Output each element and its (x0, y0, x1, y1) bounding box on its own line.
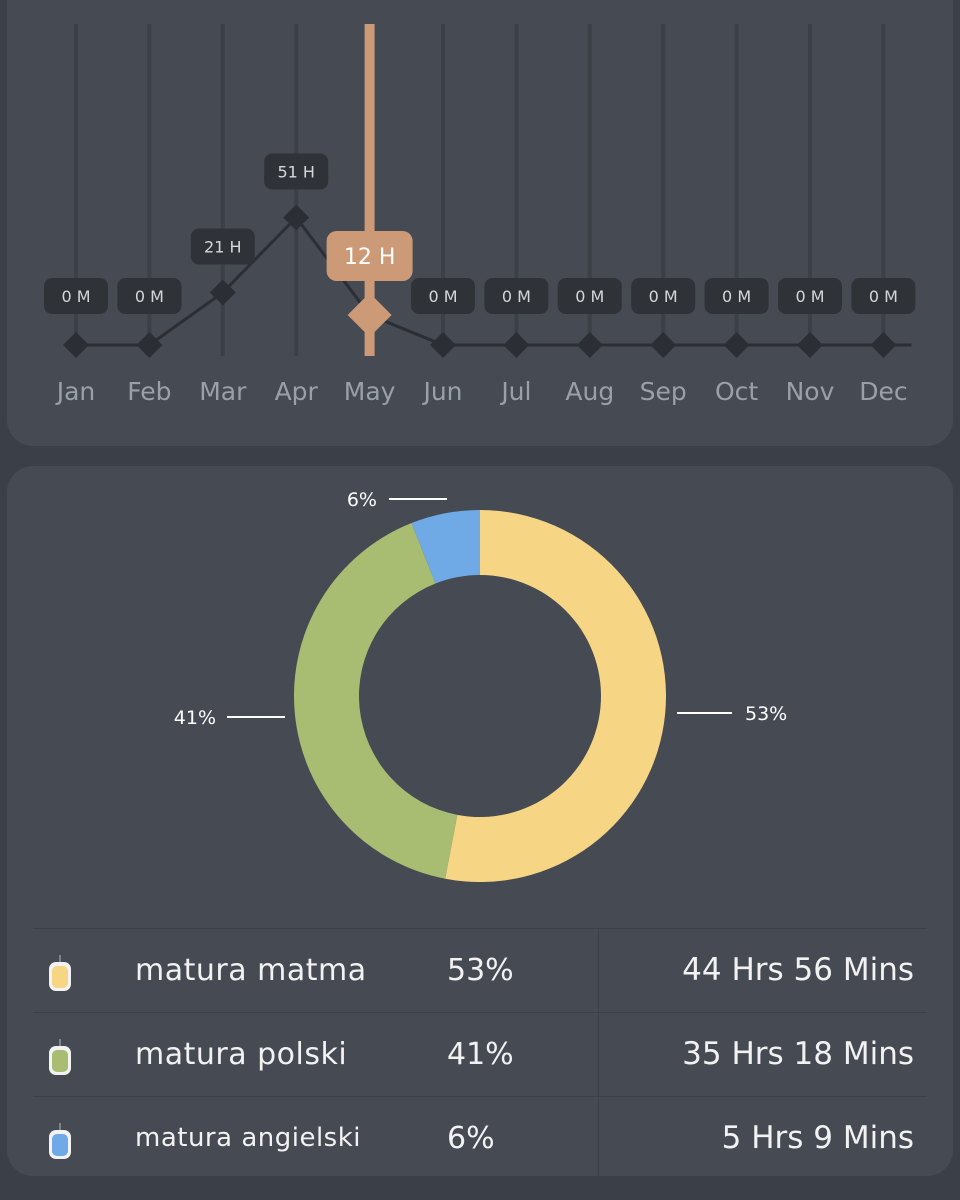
slice-value-label: 41% (174, 707, 216, 729)
data-point (576, 332, 603, 358)
column-divider (598, 1013, 599, 1096)
value-label: 0 M (795, 287, 824, 306)
category-donut-card: 53% 41% 6% matura matma 53% 44 Hrs 56 Mins… (7, 466, 953, 1180)
data-point (63, 332, 89, 358)
value-badge (851, 278, 916, 314)
value-label: 0 M (575, 287, 604, 306)
value-badge (557, 278, 622, 314)
value-badge (411, 278, 475, 314)
month-label: Jun (421, 377, 462, 406)
value-badge (484, 278, 549, 314)
value-label: 0 M (61, 287, 90, 306)
value-label: 51 H (277, 163, 314, 182)
selected-month-bar (364, 24, 375, 356)
data-point (209, 279, 236, 306)
month-label: Jan (55, 377, 96, 406)
value-label: 0 M (428, 287, 457, 306)
data-point (797, 332, 823, 358)
month-label: Jul (499, 377, 531, 406)
month-label: Nov (786, 377, 835, 406)
month-label: Dec (859, 377, 907, 406)
category-percent: 6% (447, 1121, 495, 1156)
slice-value-label: 6% (347, 489, 377, 511)
category-percent: 53% (447, 953, 514, 988)
selected-value-badge (326, 231, 413, 281)
tag-icon (49, 1039, 71, 1075)
value-label: 0 M (502, 287, 531, 306)
data-point (723, 332, 750, 358)
category-duration: 35 Hrs 18 Mins (682, 1036, 914, 1072)
category-donut-chart: 53% 41% 6% (174, 489, 787, 882)
month-label: Oct (715, 377, 758, 406)
data-point (283, 204, 310, 231)
category-row-matma[interactable]: matura matma 53% 44 Hrs 56 Mins (33, 928, 927, 1012)
value-badge (778, 278, 842, 314)
month-label: Feb (127, 377, 171, 406)
value-label: 0 M (649, 287, 678, 306)
category-name: matura matma (135, 953, 367, 988)
value-label: 0 M (722, 287, 751, 306)
value-badge (704, 278, 769, 314)
value-badge (117, 278, 182, 314)
value-badge (631, 278, 696, 314)
month-label: Mar (199, 377, 247, 406)
column-divider (598, 1097, 599, 1180)
value-badge (190, 228, 255, 265)
value-label: 21 H (204, 238, 241, 257)
month-label: Apr (275, 377, 319, 406)
category-breakdown-table: matura matma 53% 44 Hrs 56 Mins matura p… (33, 928, 927, 1180)
category-name: matura angielski (135, 1123, 362, 1153)
data-point (503, 332, 530, 358)
donut-slice (445, 510, 667, 882)
donut-slice (411, 510, 480, 584)
monthly-line-chart: 0 M 0 M 21 H 51 H 12 H 0 M 0 M 0 M 0 M 0 M 0 M 0 M J… (44, 24, 916, 406)
data-point (870, 332, 897, 358)
value-label: 0 M (869, 287, 898, 306)
category-name: matura polski (135, 1037, 348, 1072)
category-percent: 41% (447, 1037, 514, 1072)
category-duration: 44 Hrs 56 Mins (682, 952, 914, 988)
month-label: Sep (640, 377, 687, 406)
monthly-line-chart-card: 0 M 0 M 21 H 51 H 12 H 0 M 0 M 0 M 0 M 0 M 0 M 0 M J… (7, 0, 953, 446)
data-point (430, 332, 456, 358)
slice-value-label: 53% (745, 703, 787, 725)
tag-icon (49, 955, 71, 991)
value-label: 12 H (344, 245, 396, 270)
data-point (650, 332, 677, 358)
month-label: Aug (565, 377, 614, 406)
category-row-angielski[interactable]: matura angielski 6% 5 Hrs 9 Mins (33, 1096, 927, 1180)
tag-icon (49, 1123, 71, 1159)
value-label: 0 M (135, 287, 164, 306)
donut-slice (294, 523, 458, 879)
value-badge (44, 278, 108, 314)
data-point (136, 332, 163, 358)
category-row-polski[interactable]: matura polski 41% 35 Hrs 18 Mins (33, 1012, 927, 1096)
selected-data-point (347, 293, 392, 337)
category-duration: 5 Hrs 9 Mins (721, 1120, 914, 1156)
column-divider (598, 929, 599, 1012)
value-badge (264, 153, 329, 190)
month-label: May (344, 377, 396, 406)
